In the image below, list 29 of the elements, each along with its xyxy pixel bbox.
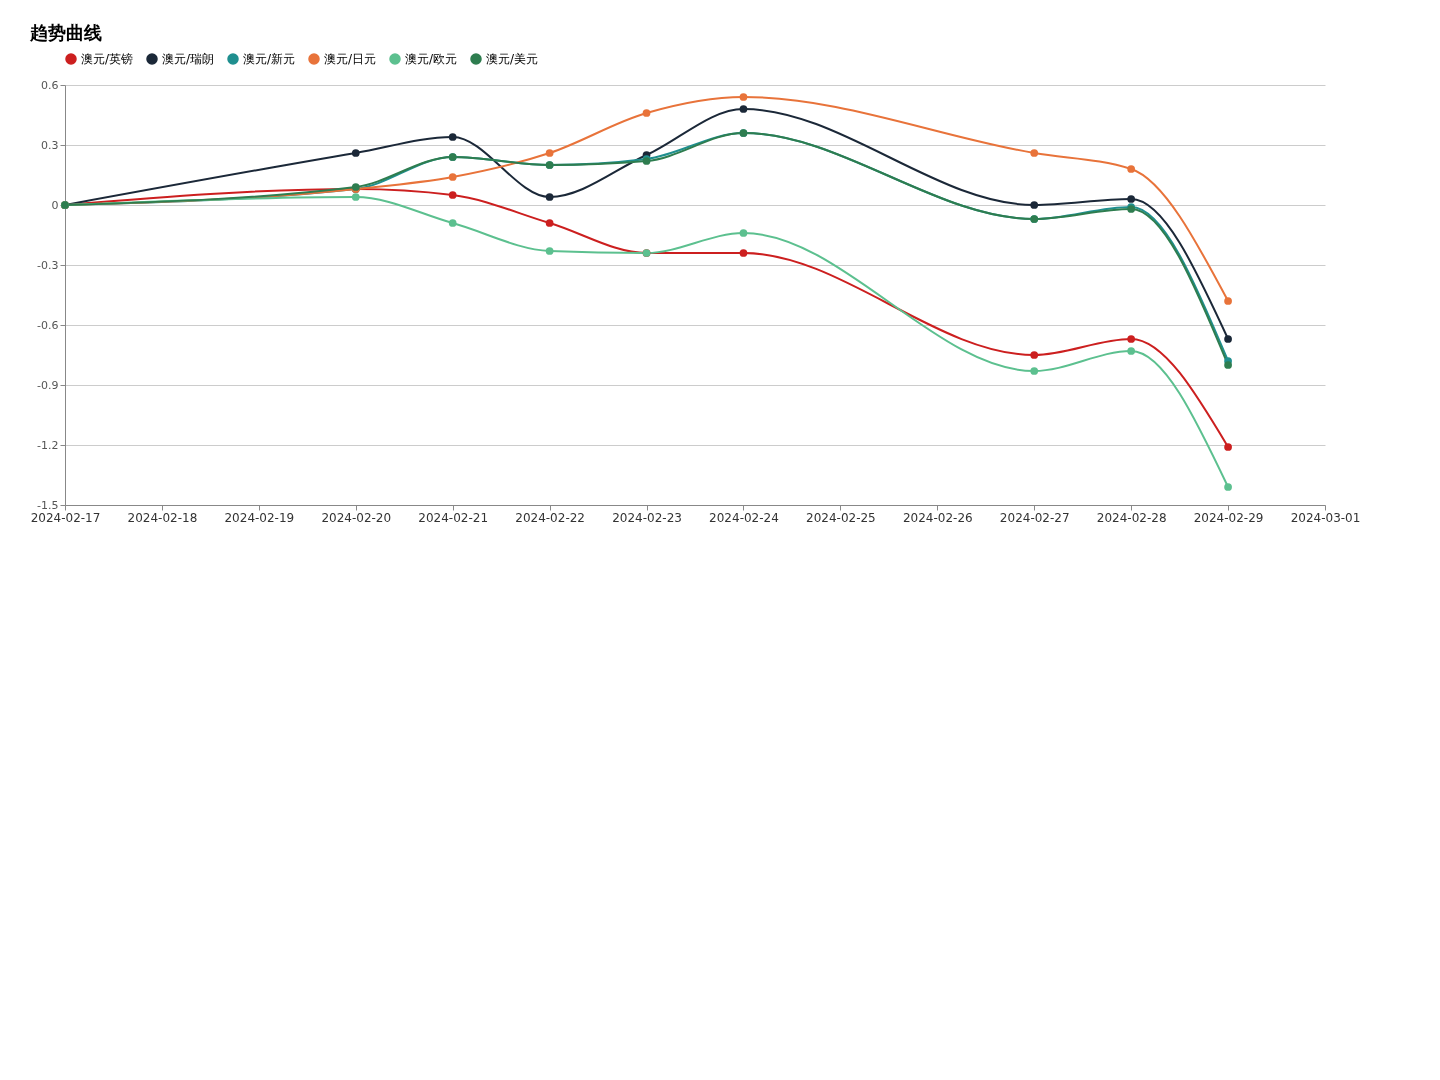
legend-label: 澳元/瑞朗 — [162, 52, 215, 66]
legend-label: 澳元/日元 — [324, 52, 377, 66]
y-tick-label: -1.2 — [37, 438, 59, 452]
chart-title: 趋势曲线 — [29, 22, 103, 43]
y-tick-label: 0.6 — [41, 78, 59, 92]
y-tick-label: -0.9 — [37, 378, 59, 392]
y-tick-label: 0 — [51, 198, 59, 212]
legend-label: 澳元/美元 — [486, 52, 539, 66]
x-tick-label: 2024-02-27 — [999, 510, 1070, 525]
legend-label: 澳元/新元 — [243, 52, 296, 66]
x-tick-label: 2024-02-28 — [1096, 510, 1167, 525]
legend-label: 澳元/英镑 — [81, 52, 134, 66]
x-tick-label: 2024-02-25 — [806, 510, 876, 525]
y-tick-label: -0.6 — [37, 318, 59, 332]
x-tick-label: 2024-02-17 — [30, 510, 101, 525]
legend-label: 澳元/欧元 — [405, 52, 458, 66]
x-tick-label: 2024-03-01 — [1290, 510, 1361, 525]
y-tick-label: -1.5 — [37, 498, 59, 512]
x-tick-label: 2024-02-29 — [1193, 510, 1264, 525]
y-tick-label: -0.3 — [37, 258, 59, 272]
x-tick-label: 2024-02-21 — [418, 510, 489, 525]
x-tick-label: 2024-02-23 — [612, 510, 682, 525]
x-tick-label: 2024-02-19 — [224, 510, 295, 525]
x-tick-label: 2024-02-24 — [709, 510, 779, 525]
x-tick-label: 2024-02-20 — [321, 510, 392, 525]
x-tick-label: 2024-02-26 — [902, 510, 973, 525]
y-tick-label: 0.3 — [41, 138, 59, 152]
x-tick-label: 2024-02-18 — [127, 510, 198, 525]
x-tick-label: 2024-02-22 — [515, 510, 585, 525]
